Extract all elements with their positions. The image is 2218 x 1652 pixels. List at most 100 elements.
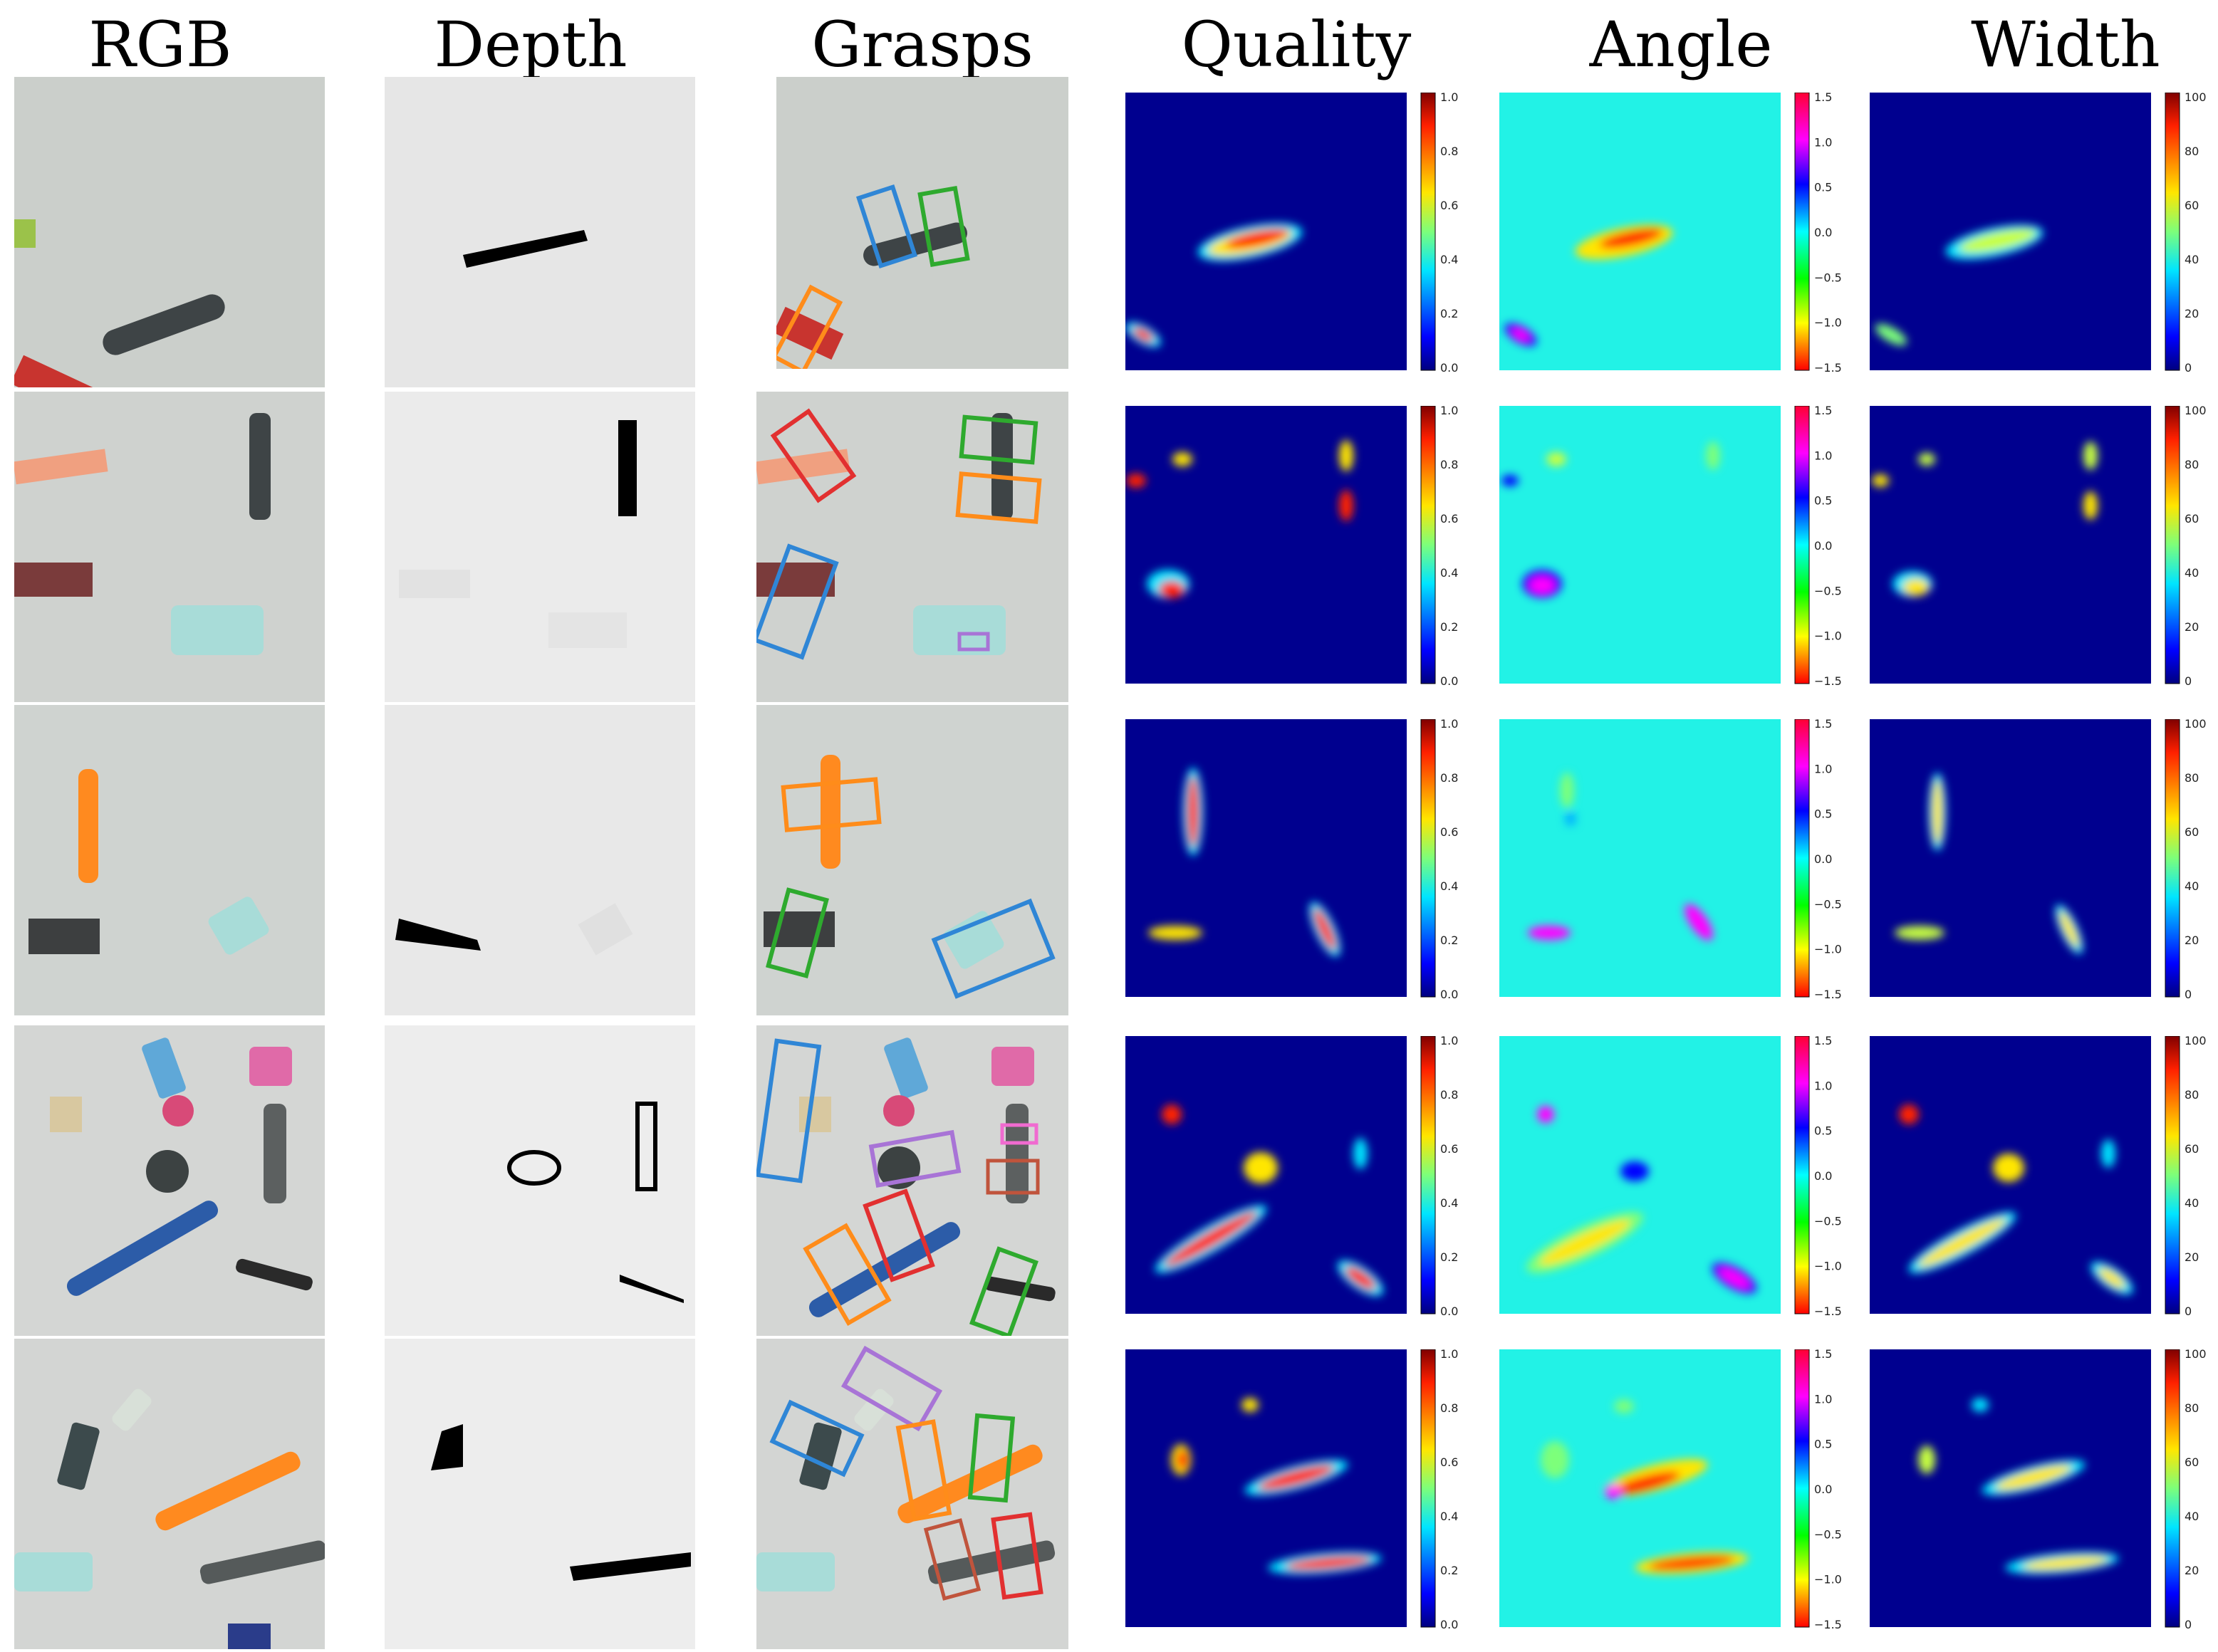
colorbar-tick-label: 1.5 — [1814, 1349, 1832, 1361]
angle-map-row3: 1.5 1.0 0.5 0.0 −0.5 −1.0 −1.5 — [1499, 719, 1855, 1004]
colorbar-tick-label: 0.0 — [1440, 1618, 1458, 1631]
colorbar-tick-label: 1.0 — [1440, 719, 1458, 731]
colorbar-tick-label: 0.5 — [1814, 494, 1832, 508]
colorbar-tick-label: 0.0 — [1440, 1305, 1458, 1318]
depth-image-row3 — [385, 705, 695, 1015]
colorbar-tick-label: 40 — [2185, 566, 2199, 580]
angle-map-row1: 1.5 1.0 0.5 0.0 −0.5 −1.0 −1.5 — [1499, 93, 1855, 377]
grasp-image-row5 — [756, 1339, 1068, 1649]
colorbar-tick-label: 0.5 — [1814, 1438, 1832, 1451]
colorbar-tick-label: 0.4 — [1440, 879, 1458, 893]
colorbar-tick-label: −0.5 — [1814, 584, 1842, 597]
colorbar-tick-label: 0.8 — [1440, 458, 1458, 471]
depth-image-row1 — [385, 77, 695, 387]
colorbar-tick-label: 0.6 — [1440, 199, 1458, 212]
colorbar-tick-label: 20 — [2185, 620, 2199, 634]
colorbar-tick-label: 0.2 — [1440, 1564, 1458, 1577]
grasp-rectangle — [855, 184, 918, 269]
colorbar-tick-label: 0.0 — [1440, 361, 1458, 375]
colorbar-tick-label: 0.6 — [1440, 1142, 1458, 1156]
width-map-row4: 100 80 60 40 20 0 — [1870, 1036, 2218, 1321]
column-title-quality: Quality — [1181, 8, 1412, 81]
colorbar-tick-label: −0.5 — [1814, 1214, 1842, 1228]
column-title-depth: Depth — [434, 8, 628, 81]
colorbar-tick-label: 20 — [2185, 1250, 2199, 1264]
column-title-grasps: Grasps — [811, 8, 1033, 81]
grasp-rectangle — [776, 284, 843, 369]
colorbar-tick-label: −1.5 — [1814, 988, 1842, 1001]
colorbar-tick-label: 0.4 — [1440, 1510, 1458, 1523]
colorbar-tick-label: 1.0 — [1440, 93, 1458, 104]
rgb-image-row4 — [14, 1025, 325, 1336]
width-map-row5: 100 80 60 40 20 0 — [1870, 1349, 2218, 1634]
depth-image-row4 — [385, 1025, 695, 1336]
column-title-angle: Angle — [1589, 8, 1773, 81]
object-pen — [103, 294, 225, 355]
colorbar-tick-label: 0.2 — [1440, 1250, 1458, 1264]
colorbar-tick-label: −1.0 — [1814, 943, 1842, 956]
colorbar-tick-label: 1.0 — [1814, 135, 1832, 149]
angle-map-row5: 1.5 1.0 0.5 0.0 −0.5 −1.0 −1.5 — [1499, 1349, 1855, 1634]
colorbar-tick-label: 1.0 — [1814, 449, 1832, 462]
colorbar-tick-label: 0.8 — [1440, 145, 1458, 158]
colorbar-tick-label: 0 — [2185, 674, 2192, 688]
quality-map-row4: 1.0 0.8 0.6 0.4 0.2 0.0 — [1125, 1036, 1482, 1321]
width-map-row2: 100 80 60 40 20 0 — [1870, 406, 2218, 691]
grasp-image-row1 — [776, 77, 1068, 369]
colorbar-tick-label: −1.0 — [1814, 1573, 1842, 1586]
colorbar-tick-label: 20 — [2185, 934, 2199, 947]
quality-map-row1: 1.0 0.8 0.6 0.4 0.2 0.0 — [1125, 93, 1482, 377]
colorbar-tick-label: 100 — [2185, 93, 2207, 104]
colorbar-tick-label: 100 — [2185, 719, 2207, 731]
colorbar-tick-label: −0.5 — [1814, 897, 1842, 911]
colorbar-tick-label: 1.0 — [1814, 1079, 1832, 1092]
colorbar-tick-label: 0.0 — [1440, 674, 1458, 688]
colorbar-tick-label: 0.0 — [1814, 1169, 1832, 1183]
colorbar-tick-label: 80 — [2185, 1401, 2199, 1415]
colorbar-tick-label: 1.0 — [1440, 1036, 1458, 1047]
colorbar-tick-label: 0 — [2185, 361, 2192, 375]
colorbar-tick-label: 0.4 — [1440, 566, 1458, 580]
colorbar-tick-label: −1.5 — [1814, 1618, 1842, 1631]
colorbar-tick-label: 0.0 — [1814, 1483, 1832, 1496]
colorbar-tick-label: 60 — [2185, 1142, 2199, 1156]
rgb-image-row5 — [14, 1339, 325, 1649]
colorbar-tick-label: 0.0 — [1814, 539, 1832, 553]
colorbar-tick-label: 1.0 — [1440, 1349, 1458, 1361]
colorbar-tick-label: 1.0 — [1814, 1392, 1832, 1406]
quality-map-row3: 1.0 0.8 0.6 0.4 0.2 0.0 — [1125, 719, 1482, 1004]
grasp-rectangle — [917, 185, 970, 268]
colorbar-tick-label: 0.4 — [1440, 1196, 1458, 1210]
colorbar-tick-label: −1.5 — [1814, 361, 1842, 375]
colorbar-tick-label: 20 — [2185, 1564, 2199, 1577]
colorbar-tick-label: 100 — [2185, 406, 2207, 417]
colorbar-tick-label: 0.2 — [1440, 620, 1458, 634]
column-title-rgb: RGB — [88, 8, 232, 81]
colorbar-tick-label: 60 — [2185, 199, 2199, 212]
colorbar-tick-label: 1.0 — [1440, 406, 1458, 417]
colorbar-tick-label: 40 — [2185, 253, 2199, 266]
colorbar-tick-label: 0.4 — [1440, 253, 1458, 266]
colorbar-tick-label: 40 — [2185, 1196, 2199, 1210]
width-map-row3: 100 80 60 40 20 0 — [1870, 719, 2218, 1004]
colorbar-tick-label: 1.5 — [1814, 93, 1832, 104]
colorbar-tick-label: 0.0 — [1814, 852, 1832, 866]
colorbar-tick-label: 0.5 — [1814, 807, 1832, 821]
colorbar-tick-label: 0.8 — [1440, 1401, 1458, 1415]
colorbar-tick-label: −0.5 — [1814, 271, 1842, 284]
colorbar-tick-label: −1.0 — [1814, 316, 1842, 330]
colorbar-tick-label: 60 — [2185, 1455, 2199, 1469]
depth-image-row5 — [385, 1339, 695, 1649]
colorbar-tick-label: −1.5 — [1814, 1305, 1842, 1318]
colorbar-tick-label: 100 — [2185, 1349, 2207, 1361]
colorbar-tick-label: 20 — [2185, 307, 2199, 320]
colorbar-tick-label: −1.0 — [1814, 1260, 1842, 1273]
colorbar-tick-label: 0 — [2185, 988, 2192, 1001]
colorbar-tick-label: −1.0 — [1814, 629, 1842, 643]
grasp-image-row2 — [756, 392, 1068, 702]
colorbar-tick-label: 80 — [2185, 145, 2199, 158]
colorbar-tick-label: 0.8 — [1440, 1088, 1458, 1102]
colorbar-tick-label: 0 — [2185, 1618, 2192, 1631]
grasp-image-row4 — [756, 1025, 1068, 1336]
colorbar-tick-label: 0.2 — [1440, 934, 1458, 947]
